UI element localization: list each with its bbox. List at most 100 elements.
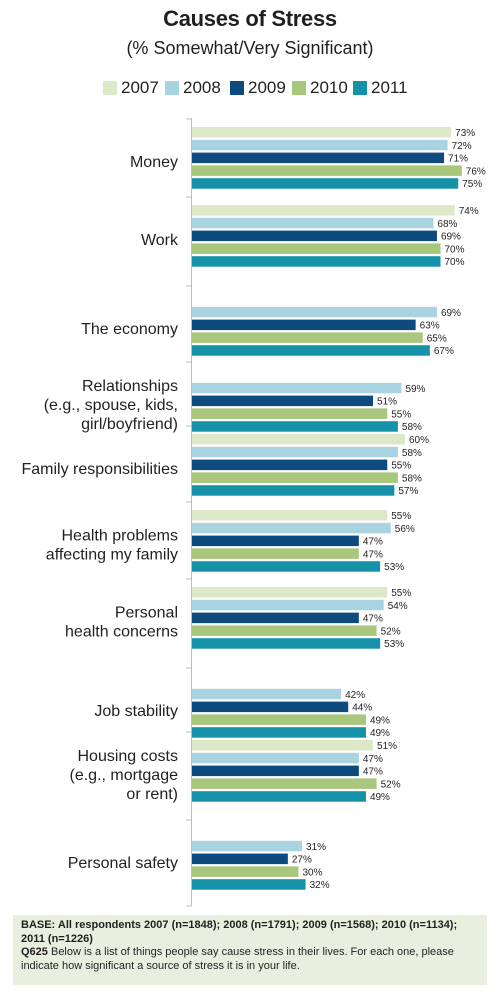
data-label: 69% — [441, 232, 461, 243]
data-label: 57% — [398, 486, 418, 497]
bar-2010 — [192, 548, 359, 559]
category-label-line: (e.g., spouse, kids, — [44, 397, 178, 414]
legend-label: 2010 — [310, 78, 348, 97]
bar-2011 — [192, 638, 381, 649]
category-label-line: Health problems — [62, 528, 179, 545]
data-label: 65% — [427, 333, 447, 344]
category-label-line: Job stability — [94, 703, 178, 720]
bar-2008 — [192, 217, 434, 229]
bar-2007 — [192, 510, 388, 521]
bar-2007 — [192, 740, 374, 751]
bar-2009 — [192, 535, 359, 547]
data-label: 49% — [370, 715, 390, 726]
data-label: 70% — [445, 244, 465, 255]
data-label: 71% — [448, 154, 468, 165]
data-label: 44% — [352, 703, 372, 714]
legend-swatch — [165, 81, 179, 95]
bar-2007 — [192, 205, 455, 216]
bar-2008 — [192, 306, 437, 318]
data-label: 70% — [445, 257, 465, 268]
category-label-line: Money — [130, 154, 178, 171]
bar-2009 — [192, 765, 359, 777]
category-label-line: Family responsibilities — [22, 461, 179, 478]
data-label: 74% — [459, 206, 479, 217]
data-label: 56% — [395, 524, 415, 535]
category-label: Job stability — [94, 703, 178, 720]
data-label: 49% — [370, 728, 390, 739]
chart-title: Causes of Stress — [163, 6, 337, 31]
category-label-line: Personal — [115, 605, 178, 622]
category-label: Health problems affecting my family — [46, 528, 178, 564]
data-label: 63% — [420, 321, 440, 332]
category-label-line: Work — [141, 232, 179, 249]
bar-2010 — [192, 332, 423, 343]
data-label: 68% — [437, 219, 457, 230]
category-label-line: affecting my family — [46, 547, 178, 564]
bar-chart: Money73%72%71%76%75%Work74%68%69%70%70%T… — [22, 118, 486, 907]
bar-2009 — [192, 853, 288, 865]
bar-2008 — [192, 688, 342, 700]
category-label: Relationships (e.g., spouse, kids, girl/bo… — [44, 378, 178, 433]
bar-2008 — [192, 840, 303, 852]
legend-label: 2009 — [248, 78, 286, 97]
bar-2011 — [192, 561, 381, 572]
legend-swatch — [353, 81, 367, 95]
data-label: 60% — [409, 435, 429, 446]
bar-2007 — [192, 127, 452, 138]
data-label: 27% — [292, 855, 312, 866]
bar-2009 — [192, 459, 388, 471]
data-label: 52% — [381, 779, 401, 790]
category-label: Personal safety — [68, 855, 178, 872]
bar-2008 — [192, 446, 398, 458]
data-label: 30% — [303, 867, 323, 878]
data-label: 59% — [405, 384, 425, 395]
data-label: 51% — [377, 741, 397, 752]
bar-2011 — [192, 256, 441, 267]
bar-2009 — [192, 152, 445, 164]
question-line: Q625 Below is a list of things people sa… — [21, 946, 454, 972]
data-label: 31% — [306, 842, 326, 853]
base-line: BASE: All respondents 2007 (n=1848); 200… — [21, 919, 458, 945]
bar-2010 — [192, 778, 377, 789]
bar-2010 — [192, 625, 377, 636]
data-label: 49% — [370, 792, 390, 803]
bar-2007 — [192, 434, 405, 445]
data-label: 58% — [402, 448, 422, 459]
bar-2011 — [192, 345, 430, 356]
category-label: Housing costs (e.g., mortgage or rent) — [70, 748, 179, 803]
bar-2008 — [192, 599, 384, 611]
data-label: 73% — [455, 128, 475, 139]
category-label-line: health concerns — [65, 624, 178, 641]
bar-2008 — [192, 382, 402, 394]
category-label: Work — [141, 232, 179, 249]
category-label: Money — [130, 154, 178, 171]
category-label: Personal health concerns — [65, 605, 178, 641]
data-label: 51% — [377, 397, 397, 408]
category-label: The economy — [81, 321, 178, 338]
base-footnote: BASE: All respondents 2007 (n=1848); 200… — [13, 915, 487, 985]
category-label-line: or rent) — [126, 786, 178, 803]
bar-2008 — [192, 139, 448, 151]
data-label: 58% — [402, 473, 422, 484]
bar-2011 — [192, 421, 398, 432]
data-label: 69% — [441, 308, 461, 319]
category-label-line: Personal safety — [68, 855, 178, 872]
data-label: 42% — [345, 690, 365, 701]
chart-subtitle: (% Somewhat/Very Significant) — [126, 38, 374, 58]
bar-2009 — [192, 230, 437, 242]
bar-2009 — [192, 701, 349, 713]
legend-label: 2011 — [371, 78, 408, 97]
data-label: 47% — [363, 767, 383, 778]
category-label-line: girl/boyfriend) — [81, 416, 178, 433]
data-label: 54% — [388, 601, 408, 612]
data-label: 55% — [391, 511, 411, 522]
bar-2010 — [192, 472, 398, 483]
category-label-line: The economy — [81, 321, 178, 338]
bar-2011 — [192, 727, 366, 738]
legend-label: 2007 — [121, 78, 159, 97]
category-label-line: Relationships — [82, 378, 178, 395]
bar-2008 — [192, 522, 391, 534]
bar-2010 — [192, 165, 462, 176]
data-label: 67% — [434, 346, 454, 357]
category-label-line: (e.g., mortgage — [70, 767, 179, 784]
